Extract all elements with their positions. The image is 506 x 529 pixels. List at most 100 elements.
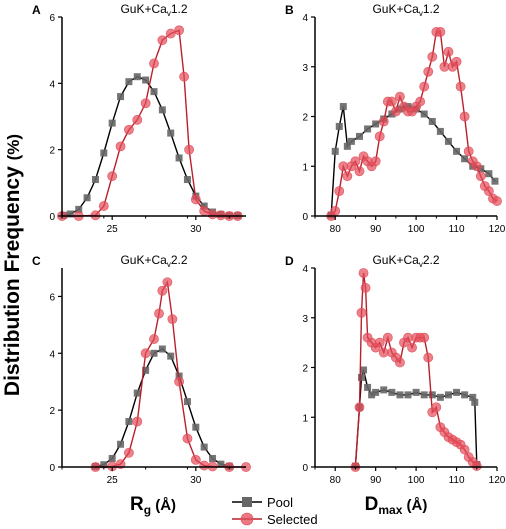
pool-point [150, 88, 158, 96]
selected-point [395, 91, 405, 102]
selected-point [149, 334, 159, 344]
pool-point [372, 388, 380, 396]
y-axis-title-main: Distribution Frequency [1, 160, 24, 396]
legend-item-pool: Pool [232, 495, 293, 510]
x-axis-title-dmax-unit: (Å) [402, 497, 427, 514]
panel-d: D GuK+Cav2.2 0 1 2 3 4 80 90 100 110 120 [285, 253, 506, 486]
pool-point [364, 383, 372, 391]
selected-point [459, 111, 470, 122]
selected-point [358, 268, 369, 278]
pool-point [469, 393, 477, 401]
panel-title: GuK+Cav1.2 [120, 2, 187, 18]
x-tick-label: 30 [190, 475, 202, 486]
panel-c: C GuK+Cav2.2 0 2 4 6 25 30 [32, 253, 251, 486]
selected-point [423, 352, 434, 363]
pool-point [485, 170, 493, 178]
y-tick-label: 0 [302, 463, 308, 474]
y-axis-title: Distribution Frequency (%) [1, 134, 24, 396]
pool-point [368, 391, 376, 399]
x-tick-label: 120 [489, 224, 506, 235]
selected-point [354, 402, 365, 413]
selected-point [350, 156, 361, 167]
pool-point [491, 177, 499, 185]
panel-label: B [285, 3, 294, 17]
selected-point [374, 337, 385, 348]
pool-point [100, 149, 108, 157]
selected-point [374, 131, 385, 142]
selected-point [471, 461, 482, 471]
pool-point [380, 386, 388, 394]
pool-point [183, 398, 191, 406]
pool-point [158, 345, 166, 353]
x-axis-title-rg-main: R [130, 494, 144, 515]
y-tick-label: 4 [302, 13, 308, 24]
series-line-selected [95, 280, 246, 468]
y-tick-label: 0 [49, 463, 55, 474]
selected-point [182, 433, 193, 444]
pool-point [471, 398, 479, 406]
panel-title-post: 2.2 [423, 253, 440, 267]
selected-point [140, 98, 151, 109]
selected-point [115, 141, 126, 152]
x-tick-label: 25 [107, 224, 119, 235]
x-axis-title-dmax: Dmax (Å) [365, 494, 428, 517]
pool-point [83, 194, 91, 202]
selected-point [132, 416, 143, 427]
selected-point [157, 35, 168, 46]
pool-point [183, 176, 191, 184]
panel-title-sub: v [419, 9, 423, 18]
selected-point [459, 444, 470, 455]
pool-point [355, 132, 363, 140]
selected-point [419, 332, 430, 343]
pool-point [75, 205, 83, 213]
panel-title-main: GuK+Ca [372, 253, 419, 267]
selected-point [98, 201, 109, 211]
pool-point [339, 103, 347, 111]
pool-point [461, 155, 469, 163]
x-tick-label: 100 [408, 224, 425, 235]
pool-point [167, 129, 175, 137]
selected-point [356, 307, 367, 318]
selected-point [162, 277, 173, 288]
selected-point [419, 81, 430, 92]
panel-title-sub: v [167, 260, 171, 269]
pool-point [461, 391, 469, 399]
selected-point [423, 66, 434, 77]
pool-point [192, 423, 200, 431]
selected-point [431, 402, 442, 413]
panel-title-main: GuK+Ca [120, 253, 167, 267]
pool-point [412, 388, 420, 396]
pool-point [436, 127, 444, 135]
y-tick-label: 1 [302, 162, 308, 173]
selected-point [451, 56, 462, 67]
y-tick-label: 2 [49, 406, 55, 417]
x-tick-label: 25 [107, 475, 119, 486]
panel-label: A [32, 3, 41, 17]
selected-point [174, 376, 184, 387]
pool-point [428, 117, 436, 125]
selected-point [179, 71, 190, 82]
selected-point [427, 51, 438, 62]
panel-title-sub: v [167, 9, 171, 18]
x-tick-label: 110 [449, 475, 465, 486]
selected-point [334, 186, 345, 197]
selected-point [330, 206, 341, 216]
pool-point [420, 110, 428, 118]
pool-point [108, 119, 116, 127]
pool-point [453, 147, 461, 155]
pool-point [125, 78, 133, 86]
y-tick-label: 2 [302, 364, 308, 375]
legend-label: Pool [267, 495, 293, 510]
x-axis-title-rg: Rg (Å) [130, 494, 176, 517]
pool-point [396, 391, 404, 399]
panel-title-sub: v [419, 260, 423, 269]
y-tick-label: 6 [49, 292, 55, 303]
pool-point [217, 460, 225, 468]
series-line-selected [62, 29, 238, 217]
selected-point [471, 161, 482, 172]
selected-point [199, 206, 210, 216]
y-tick-label: 6 [49, 13, 55, 24]
pool-point [167, 352, 175, 360]
legend-circle-marker [240, 512, 254, 526]
pool-point [347, 137, 355, 145]
